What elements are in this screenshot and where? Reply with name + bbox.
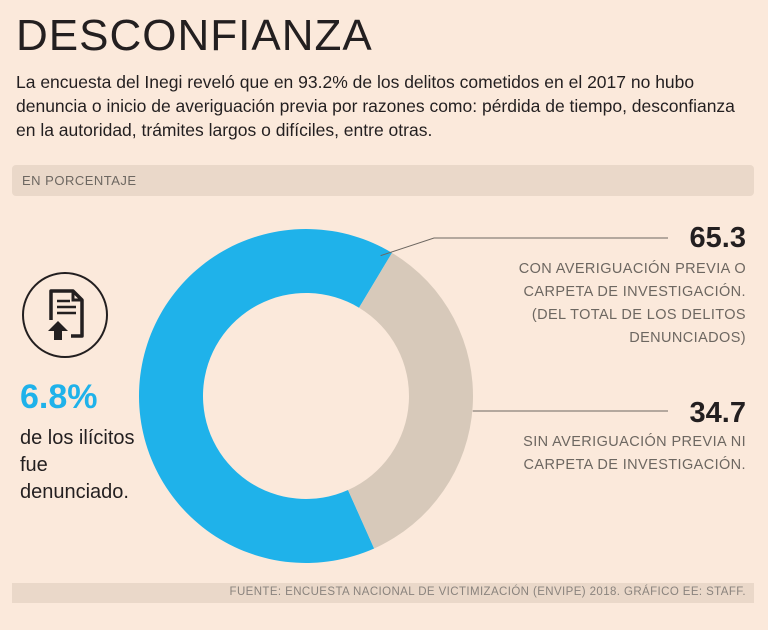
label-con-averiguacion: CON AVERIGUACIÓN PREVIA O CARPETA DE INV… [519, 258, 746, 350]
label-line: CARPETA DE INVESTIGACIÓN. [523, 457, 746, 473]
source-band: FUENTE: ENCUESTA NACIONAL DE VICTIMIZACI… [12, 583, 754, 603]
unit-band: EN PORCENTAJE [12, 165, 754, 196]
label-line: (DEL TOTAL DE LOS DELITOS [531, 307, 746, 323]
label-line: SIN AVERIGUACIÓN PREVIA NI [523, 434, 746, 450]
callout-value: 6.8% [20, 378, 98, 416]
source-text: FUENTE: ENCUESTA NACIONAL DE VICTIMIZACI… [229, 586, 746, 598]
callout-text: de los ilícitos fue denunciado. [20, 427, 135, 503]
label-line: CARPETA DE INVESTIGACIÓN. [523, 284, 746, 300]
page-title: DESCONFIANZA [16, 11, 373, 60]
label-line: DENUNCIADOS) [629, 330, 746, 346]
value-sin-averiguacion: 34.7 [689, 397, 746, 429]
document-upload-icon-glyph [45, 289, 84, 340]
subtitle: La encuesta del Inegi reveló que en 93.2… [16, 72, 735, 140]
leader-line-con-averiguacion [380, 237, 668, 257]
unit-label: EN PORCENTAJE [22, 173, 137, 188]
document-upload-icon [22, 272, 108, 358]
label-sin-averiguacion: SIN AVERIGUACIÓN PREVIA NI CARPETA DE IN… [523, 431, 746, 477]
label-line: CON AVERIGUACIÓN PREVIA O [518, 261, 746, 277]
slice-sin-averiguacion [348, 252, 474, 549]
slice-con-averiguacion [139, 229, 393, 563]
value-con-averiguacion: 65.3 [689, 222, 746, 254]
